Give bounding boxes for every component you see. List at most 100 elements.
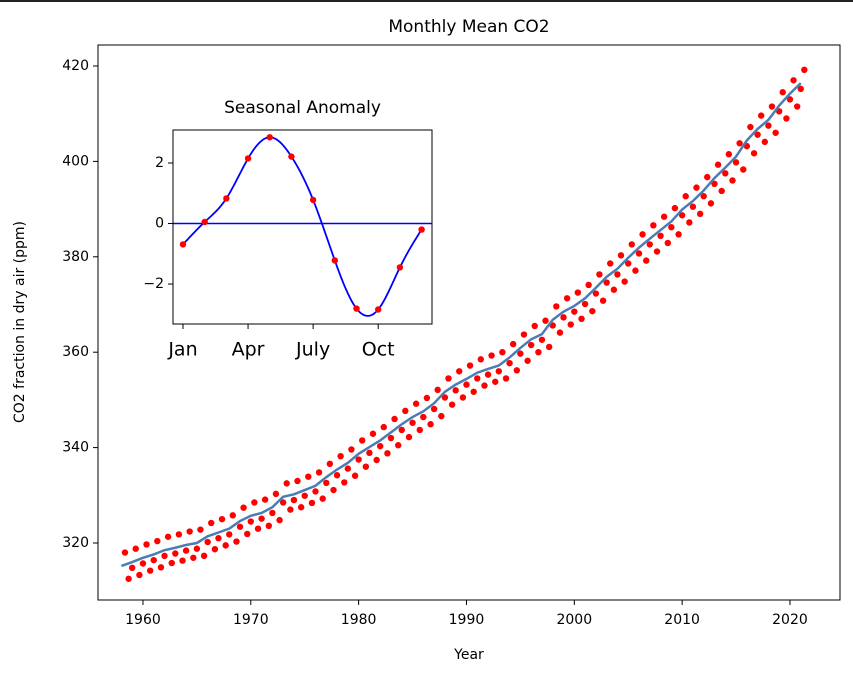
- y-tick-label: 400: [62, 153, 89, 169]
- data-point: [567, 321, 574, 328]
- data-point: [668, 224, 675, 231]
- data-point: [380, 423, 387, 431]
- data-point: [240, 504, 247, 511]
- data-point: [578, 315, 585, 323]
- x-tick-label: Apr: [232, 339, 265, 361]
- data-point: [466, 362, 474, 369]
- data-point: [704, 173, 711, 181]
- seasonal-point: [201, 218, 208, 226]
- data-point: [362, 463, 370, 470]
- data-point: [589, 307, 596, 315]
- data-point: [348, 446, 355, 453]
- data-point: [258, 515, 265, 522]
- data-point: [376, 442, 384, 450]
- data-point: [492, 378, 499, 385]
- axes-frame: [97, 44, 841, 601]
- data-point: [757, 112, 765, 119]
- data-point: [244, 530, 251, 538]
- data-point: [585, 281, 592, 289]
- data-point: [783, 115, 790, 122]
- data-point: [143, 541, 150, 548]
- data-point: [581, 300, 589, 308]
- x-tick-label: 1990: [449, 612, 485, 628]
- data-point: [175, 531, 183, 538]
- data-point: [391, 415, 398, 423]
- trend-line: [120, 82, 802, 568]
- data-point: [395, 442, 402, 449]
- data-point: [664, 239, 671, 247]
- data-point: [132, 545, 139, 552]
- data-point: [556, 329, 564, 336]
- data-point: [344, 465, 352, 472]
- x-axis-label: Year: [453, 647, 484, 663]
- data-point: [495, 368, 503, 375]
- data-point: [531, 322, 538, 330]
- x-tick-label: Oct: [362, 339, 395, 361]
- data-point: [632, 267, 639, 274]
- data-point: [696, 210, 704, 218]
- y-tick-label: 320: [62, 535, 89, 551]
- y-axis-label: CO2 fraction in dry air (ppm): [12, 221, 28, 423]
- data-point: [233, 538, 240, 545]
- data-point: [517, 350, 524, 357]
- data-point: [121, 549, 129, 556]
- data-point: [301, 492, 308, 499]
- data-point: [276, 516, 283, 524]
- data-point: [430, 405, 438, 413]
- data-point: [765, 122, 772, 129]
- data-point: [351, 472, 359, 479]
- data-point: [693, 184, 700, 191]
- data-point: [164, 533, 172, 540]
- data-point: [481, 382, 488, 389]
- data-point: [218, 515, 226, 523]
- data-point: [337, 452, 344, 460]
- data-point: [193, 545, 201, 552]
- data-point: [545, 343, 553, 351]
- data-point: [452, 387, 459, 394]
- seasonal-point: [223, 195, 230, 202]
- data-point: [682, 193, 689, 200]
- data-point: [290, 496, 298, 504]
- data-point: [358, 437, 366, 444]
- data-point: [200, 552, 208, 560]
- data-point: [592, 290, 600, 297]
- data-point: [470, 388, 477, 395]
- x-tick-label: Jan: [167, 339, 197, 361]
- data-point: [333, 472, 341, 479]
- data-point: [772, 129, 779, 136]
- data-point: [208, 519, 215, 527]
- top-border: [0, 0, 853, 2]
- data-point: [617, 252, 625, 259]
- data-point: [204, 538, 211, 546]
- data-point: [527, 341, 535, 349]
- y-tick-label: 360: [62, 344, 89, 360]
- inset-frame: [172, 129, 433, 325]
- data-point: [538, 336, 546, 343]
- data-point: [678, 212, 686, 219]
- seasonal-point: [309, 196, 317, 204]
- data-point: [686, 219, 693, 226]
- data-point: [323, 479, 330, 487]
- seasonal-point: [244, 155, 252, 162]
- data-point: [574, 289, 582, 296]
- data-point: [423, 394, 431, 402]
- seasonal-point: [353, 305, 360, 312]
- data-point: [416, 426, 423, 434]
- data-point: [412, 400, 420, 407]
- data-point: [671, 204, 679, 212]
- data-point: [146, 567, 154, 574]
- data-point: [477, 356, 485, 363]
- data-point: [387, 434, 395, 442]
- data-point: [639, 231, 646, 238]
- data-point: [445, 375, 452, 382]
- data-point: [294, 477, 301, 485]
- data-point: [168, 559, 175, 567]
- data-point: [254, 525, 262, 532]
- data-point: [768, 103, 776, 110]
- data-point: [179, 557, 186, 564]
- data-point: [226, 531, 233, 538]
- data-point: [657, 232, 664, 240]
- data-point: [373, 456, 380, 464]
- data-point: [434, 386, 441, 394]
